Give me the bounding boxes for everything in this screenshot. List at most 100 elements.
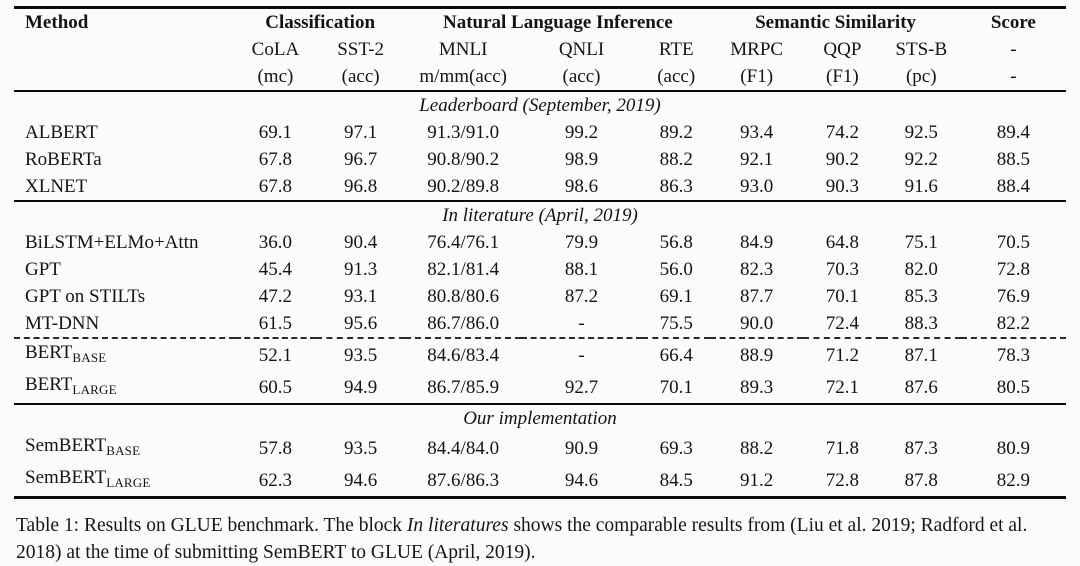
caption-italic: In literatures — [406, 515, 509, 536]
table-header: Method Classification Natural Language I… — [14, 8, 1066, 91]
value-cell: 61.5 — [258, 313, 293, 334]
value-cell: 91.3 — [344, 259, 378, 280]
value-cell: 56.8 — [659, 232, 693, 253]
value-cell: 82.0 — [904, 259, 938, 280]
value-cell: 72.8 — [996, 259, 1030, 280]
header-metric-mrpc: (F1) — [740, 66, 774, 87]
value-cell: 89.2 — [659, 122, 693, 143]
section-title-row: Our implementation — [14, 403, 1066, 432]
header-metric-empty — [14, 63, 235, 91]
value-cell: 74.2 — [825, 122, 860, 143]
value-cell: 93.5 — [344, 437, 378, 459]
value-cell: 84.9 — [740, 232, 774, 253]
table-row: GPT 45.4 91.3 82.1/81.4 88.1 56.0 82.3 70.3 82.0… — [14, 256, 1066, 283]
method-cell: BERTLARGE — [25, 374, 117, 397]
header-metric-score-dash: - — [1010, 66, 1017, 87]
section-title: In literature (April, 2019) — [14, 200, 1066, 229]
method-cell: GPT on STILTs — [25, 286, 146, 307]
value-cell: 97.1 — [344, 122, 378, 143]
header-nli: Natural Language Inference — [442, 12, 673, 33]
section-title: Our implementation — [14, 403, 1066, 432]
value-cell: 64.8 — [825, 232, 860, 253]
value-cell: 92.7 — [564, 376, 599, 398]
method-cell: SemBERTBASE — [25, 435, 141, 458]
value-cell: 67.8 — [258, 149, 293, 170]
value-cell: 89.3 — [740, 376, 774, 398]
value-cell: 87.6/86.3 — [427, 469, 500, 491]
value-cell: 80.5 — [996, 376, 1030, 398]
value-cell: 90.8/90.2 — [427, 149, 500, 170]
value-cell: 87.1 — [881, 337, 961, 371]
header-classification: Classification — [265, 12, 376, 33]
table-row: ALBERT 69.1 97.1 91.3/91.0 99.2 89.2 93.4 74.2 9… — [14, 119, 1066, 146]
header-task-sst2: SST-2 — [337, 39, 385, 60]
method-cell: BiLSTM+ELMo+Attn — [25, 232, 199, 253]
table-row: SemBERTLARGE 62.3 94.6 87.6/86.3 94.6 84.5 91.… — [14, 464, 1066, 498]
value-cell: 71.2 — [802, 337, 882, 371]
method-cell: RoBERTa — [25, 149, 102, 170]
table-body: Leaderboard (September, 2019) ALBERT 69.1 9… — [14, 91, 1066, 498]
value-cell: 57.8 — [258, 437, 293, 459]
value-cell: 72.4 — [825, 313, 860, 334]
value-cell: 75.5 — [659, 313, 693, 334]
value-cell: 95.6 — [344, 313, 378, 334]
value-cell: 82.2 — [996, 313, 1030, 334]
header-method: Method — [25, 12, 89, 33]
header-metric-cola: (mc) — [257, 66, 294, 87]
value-cell: 94.6 — [344, 469, 378, 491]
value-cell: 96.8 — [344, 176, 378, 197]
header-group-row: Method Classification Natural Language I… — [14, 8, 1066, 37]
value-cell: 45.4 — [258, 259, 293, 280]
value-cell: 72.8 — [825, 469, 860, 491]
value-cell: 93.4 — [740, 122, 774, 143]
value-cell: 84.4/84.0 — [427, 437, 500, 459]
value-cell: 92.2 — [904, 149, 938, 170]
header-task-cola: CoLA — [251, 39, 300, 60]
value-cell: 82.9 — [996, 469, 1030, 491]
results-table: Method Classification Natural Language I… — [14, 6, 1066, 499]
value-cell: - — [578, 313, 585, 334]
value-cell: 87.6 — [904, 376, 938, 398]
header-metric-stsb: (pc) — [905, 66, 937, 87]
value-cell: 87.3 — [904, 437, 938, 459]
value-cell: 56.0 — [659, 259, 693, 280]
value-cell: 71.8 — [825, 437, 860, 459]
header-task-stsb: STS-B — [895, 39, 948, 60]
value-cell: 80.9 — [996, 437, 1030, 459]
value-cell: 60.5 — [258, 376, 293, 398]
table-row: RoBERTa 67.8 96.7 90.8/90.2 98.9 88.2 92.1 90.2… — [14, 146, 1066, 173]
section-title: Leaderboard (September, 2019) — [419, 95, 661, 116]
header-task-qnli: QNLI — [558, 39, 605, 60]
value-cell: 72.1 — [825, 376, 860, 398]
table-caption: Table 1: Results on GLUE benchmark. The … — [16, 512, 1072, 566]
value-cell: 76.9 — [996, 286, 1030, 307]
method-cell: BERTBASE — [14, 337, 235, 371]
table-row: BERTLARGE 60.5 94.9 86.7/85.9 92.7 70.1 89.3 72… — [14, 371, 1066, 404]
value-cell: 80.8/80.6 — [427, 286, 500, 307]
caption-prefix: Table 1: Results on GLUE benchmark. The … — [16, 515, 407, 536]
value-cell: 88.5 — [996, 149, 1030, 170]
method-subscript: BASE — [106, 443, 141, 458]
value-cell: 78.3 — [960, 337, 1066, 371]
method-subscript: LARGE — [72, 382, 117, 397]
value-cell: 91.3/91.0 — [427, 122, 500, 143]
method-cell: SemBERTLARGE — [25, 467, 151, 490]
value-cell: 75.1 — [904, 232, 938, 253]
value-cell: 90.9 — [564, 437, 599, 459]
method-cell: GPT — [25, 259, 61, 280]
value-cell: 52.1 — [234, 337, 316, 371]
header-metric-row: (mc) (acc) m/mm(acc) (acc) (acc) (F1) (F… — [14, 63, 1066, 91]
value-cell: 88.4 — [996, 176, 1030, 197]
value-cell: 86.7/86.0 — [427, 313, 500, 334]
value-cell: 93.0 — [740, 176, 774, 197]
value-cell: 87.7 — [740, 286, 774, 307]
value-cell: 88.2 — [740, 437, 774, 459]
method-subscript: LARGE — [106, 475, 151, 490]
value-cell: 88.3 — [904, 313, 938, 334]
value-cell: 88.9 — [710, 337, 803, 371]
header-metric-rte: (acc) — [657, 66, 696, 87]
value-cell: - — [521, 337, 643, 371]
value-cell: 93.5 — [315, 337, 406, 371]
value-cell: 99.2 — [564, 122, 599, 143]
value-cell: 90.2 — [825, 149, 860, 170]
